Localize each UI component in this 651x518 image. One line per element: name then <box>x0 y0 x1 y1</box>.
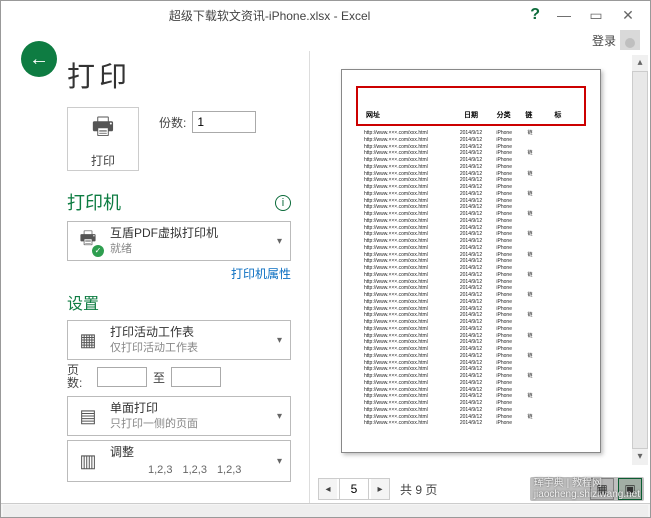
collate-select[interactable]: ▥ 调整 1,2,3 1,2,3 1,2,3 ▾ <box>67 440 291 482</box>
preview-page: 网址日期分类链标 http://www.×××.com/xxx.html2014… <box>341 69 601 453</box>
page-from-input[interactable] <box>97 367 147 387</box>
preview-data-rows: http://www.×××.com/xxx.html2014/9/12iPho… <box>356 130 586 427</box>
scope-sub: 仅打印活动工作表 <box>110 341 267 355</box>
login-link[interactable]: 登录 <box>592 32 616 49</box>
printer-device-icon: 🖶✓ <box>74 227 102 255</box>
print-preview-panel: ▴ ▾ 网址日期分类链标 http://www.×××.com/xxx.html… <box>309 51 650 505</box>
scope-title: 打印活动工作表 <box>110 325 267 341</box>
collate-seq-2: 1,2,3 <box>182 463 206 477</box>
minimize-button[interactable]: — <box>550 5 578 25</box>
print-settings-panel: 打印 🖶 打印 份数: 打印机 i 🖶✓ 互盾PDF虚拟打印机 就绪 ▾ 打印机… <box>19 51 309 505</box>
copies-input[interactable] <box>192 111 256 133</box>
print-button-label: 打印 <box>91 152 115 169</box>
close-button[interactable]: ✕ <box>614 5 642 25</box>
status-bar <box>1 503 650 517</box>
chevron-down-icon: ▾ <box>275 411 284 422</box>
printer-select[interactable]: 🖶✓ 互盾PDF虚拟打印机 就绪 ▾ <box>67 221 291 261</box>
chevron-down-icon: ▾ <box>275 456 284 467</box>
current-page-input[interactable] <box>339 479 369 499</box>
pages-to-label: 至 <box>153 369 165 386</box>
page-title: 打印 <box>67 55 291 95</box>
avatar-icon[interactable] <box>620 30 640 50</box>
chevron-down-icon: ▾ <box>275 236 284 247</box>
copies-label: 份数: <box>159 114 186 131</box>
checkmark-icon: ✓ <box>92 245 104 257</box>
restore-button[interactable]: ▭ <box>582 5 610 25</box>
total-pages-label: 共 9 页 <box>400 481 437 498</box>
page-icon: ▤ <box>74 402 102 430</box>
info-icon[interactable]: i <box>275 195 291 211</box>
prev-page-button[interactable]: ◂ <box>319 479 337 499</box>
printer-icon: 🖶 <box>92 109 115 150</box>
collate-title: 调整 <box>110 445 267 461</box>
page-to-input[interactable] <box>171 367 221 387</box>
worksheet-icon: ▦ <box>74 326 102 354</box>
pages-label: 页数: <box>67 364 91 390</box>
scroll-up-icon[interactable]: ▴ <box>637 55 642 71</box>
watermark: 珲宇典 | 教程网 jiaocheng.shiziwang.net <box>530 477 644 501</box>
printer-status: 就绪 <box>110 242 267 256</box>
print-button[interactable]: 🖶 打印 <box>67 107 139 171</box>
preview-header-highlight: 网址日期分类链标 <box>356 86 586 126</box>
help-icon[interactable]: ? <box>530 6 540 24</box>
collate-seq-1: 1,2,3 <box>148 463 172 477</box>
printer-properties-link[interactable]: 打印机属性 <box>231 267 291 281</box>
printer-section-title: 打印机 <box>67 189 291 215</box>
print-scope-select[interactable]: ▦ 打印活动工作表 仅打印活动工作表 ▾ <box>67 320 291 360</box>
chevron-down-icon: ▾ <box>275 335 284 346</box>
collate-icon: ▥ <box>74 447 102 475</box>
sides-sub: 只打印一侧的页面 <box>110 417 267 431</box>
preview-scrollbar[interactable]: ▴ ▾ <box>632 55 648 465</box>
sides-select[interactable]: ▤ 单面打印 只打印一侧的页面 ▾ <box>67 396 291 436</box>
window-title: 超级下载软文资讯-iPhone.xlsx - Excel <box>9 7 530 24</box>
sides-title: 单面打印 <box>110 401 267 417</box>
horizontal-scrollbar[interactable] <box>3 505 648 517</box>
settings-section-title: 设置 <box>67 290 291 314</box>
page-range-row: 页数: 至 <box>67 364 291 390</box>
next-page-button[interactable]: ▸ <box>371 479 389 499</box>
account-bar: 登录 <box>1 29 650 51</box>
titlebar: 超级下载软文资讯-iPhone.xlsx - Excel ? — ▭ ✕ <box>1 1 650 29</box>
scroll-track[interactable] <box>632 71 648 449</box>
scroll-down-icon[interactable]: ▾ <box>637 449 642 465</box>
printer-name: 互盾PDF虚拟打印机 <box>110 226 267 242</box>
collate-seq-3: 1,2,3 <box>217 463 241 477</box>
